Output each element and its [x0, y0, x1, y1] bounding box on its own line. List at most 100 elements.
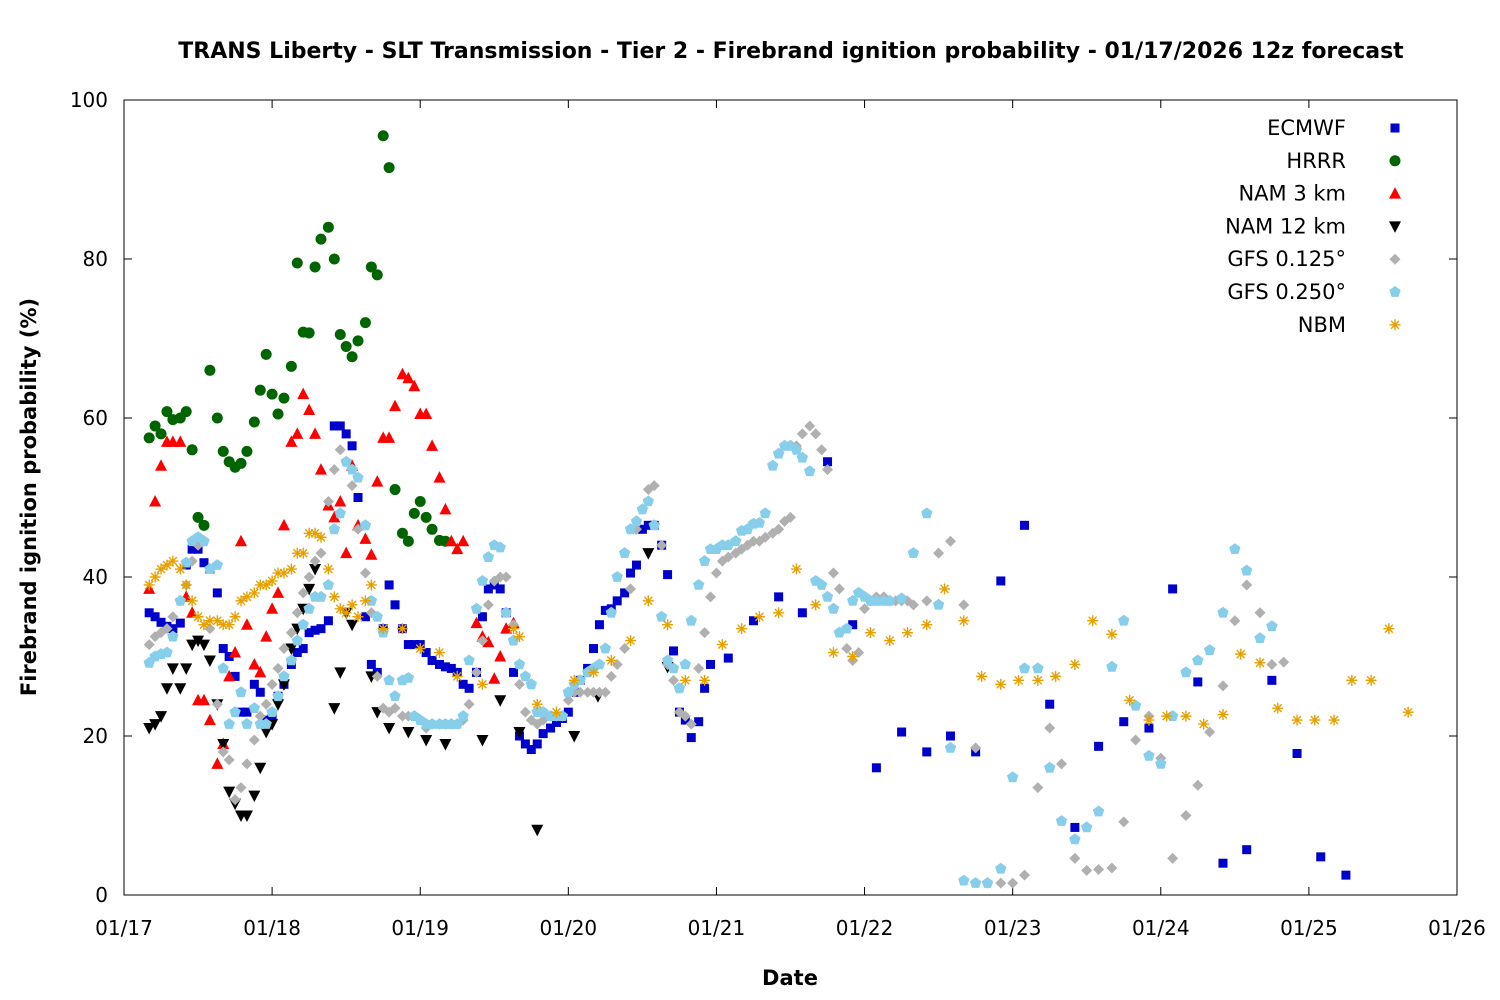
data-point [334, 444, 346, 456]
data-point [546, 723, 556, 733]
y-axis-label: Firebrand ignition probability (%) [17, 298, 41, 696]
data-point [631, 560, 641, 570]
legend-marker [1389, 319, 1401, 331]
data-point [285, 563, 297, 575]
data-point [730, 535, 742, 547]
data-point [458, 679, 468, 689]
data-point [1254, 632, 1266, 644]
data-point [827, 602, 840, 614]
data-point [1013, 674, 1025, 686]
data-point [1018, 662, 1031, 674]
data-point [921, 595, 933, 607]
data-point [347, 441, 357, 451]
data-point [285, 360, 297, 372]
data-point [174, 435, 187, 447]
data-point [291, 547, 303, 559]
data-point [371, 269, 383, 281]
data-point [1032, 674, 1044, 686]
y-tick-label: 0 [95, 883, 108, 907]
data-point [679, 710, 691, 722]
data-point [1192, 654, 1204, 666]
data-point [217, 746, 229, 758]
data-point [334, 667, 347, 679]
y-tick-label: 40 [83, 565, 108, 589]
data-point [976, 670, 988, 682]
data-point [414, 643, 426, 655]
data-point [995, 678, 1007, 690]
data-point [260, 630, 273, 642]
x-tick-label: 01/23 [984, 916, 1042, 940]
x-tick-label: 01/20 [540, 916, 598, 940]
data-point [161, 646, 173, 658]
data-point [482, 599, 494, 611]
data-point [655, 610, 668, 622]
data-point [322, 495, 334, 507]
data-point [932, 598, 945, 610]
data-point [143, 579, 155, 591]
data-point [626, 568, 636, 578]
data-point [902, 627, 914, 639]
data-point [471, 666, 483, 678]
data-point [1241, 564, 1253, 576]
data-point [1007, 877, 1019, 889]
data-point [309, 527, 321, 539]
data-point [402, 672, 415, 683]
data-point [895, 592, 908, 604]
data-point [291, 257, 303, 269]
data-point [396, 623, 408, 635]
data-point [958, 599, 970, 611]
data-point [667, 674, 679, 686]
x-tick-label: 01/17 [95, 916, 153, 940]
data-point [297, 618, 309, 630]
data-point [314, 463, 327, 475]
data-point [229, 794, 241, 806]
data-point [995, 877, 1007, 889]
data-point [520, 739, 530, 749]
data-point [470, 616, 483, 629]
data-point [1180, 666, 1192, 678]
legend-marker [1389, 187, 1401, 199]
data-point [396, 710, 408, 722]
data-point [303, 583, 316, 596]
data-point [693, 579, 705, 590]
data-point [1292, 748, 1302, 758]
data-point [377, 623, 389, 635]
data-point [340, 340, 352, 352]
data-point [463, 698, 475, 710]
data-point [921, 619, 933, 631]
data-point [167, 555, 179, 567]
data-point [334, 329, 346, 341]
data-point [402, 727, 415, 739]
data-point [309, 555, 321, 567]
data-point [773, 523, 785, 535]
data-point [384, 580, 394, 590]
data-point [248, 790, 261, 803]
data-point [254, 762, 267, 775]
data-point [827, 647, 839, 659]
data-point [995, 862, 1007, 874]
data-point [144, 608, 154, 618]
data-point [722, 551, 734, 563]
y-tick-label: 80 [83, 247, 108, 271]
data-point [699, 627, 711, 639]
data-point [242, 707, 252, 717]
data-point [797, 608, 807, 618]
x-tick-label: 01/26 [1428, 916, 1486, 940]
data-point [371, 475, 384, 487]
data-point [859, 603, 871, 615]
data-point [944, 535, 956, 547]
data-point [266, 575, 278, 587]
data-point [945, 731, 955, 741]
data-point [161, 406, 173, 418]
data-point [1204, 726, 1216, 738]
data-point [341, 429, 351, 439]
data-point [1118, 614, 1130, 626]
data-point [236, 707, 246, 717]
data-point [204, 623, 216, 635]
data-point [532, 739, 542, 749]
legend-marker [1390, 123, 1400, 133]
data-point [451, 670, 463, 682]
data-point [328, 253, 340, 265]
data-point [810, 599, 822, 611]
